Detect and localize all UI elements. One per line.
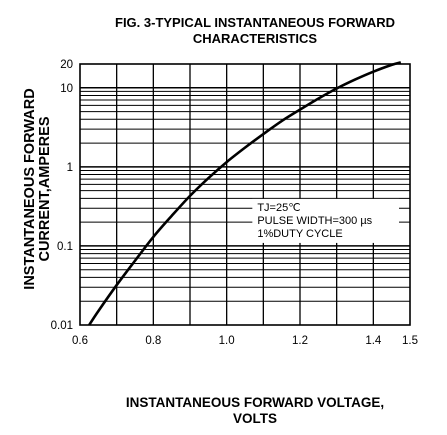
grid: [80, 64, 410, 325]
x-tick-label: 1.5: [402, 335, 418, 347]
x-axis-label-line-1: INSTANTANEOUS FORWARD VOLTAGE,: [125, 395, 385, 410]
annotation-line: 1%DUTY CYCLE: [257, 228, 342, 240]
tick-labels: 0.6 0.8 1.0 1.2 1.4 1.5 0.01 0.1 1 10 20: [51, 59, 418, 347]
x-tick-label: 1.0: [219, 335, 235, 347]
annotation-line: PULSE WIDTH=300 µs: [257, 215, 372, 227]
chart-title-line-1: FIG. 3-TYPICAL INSTANTANEOUS FORWARD: [115, 15, 395, 30]
series-curve: [88, 61, 402, 326]
chart-title: FIG. 3-TYPICAL INSTANTANEOUS FORWARD CHA…: [80, 15, 430, 47]
annotation-box: [252, 198, 399, 243]
y-tick-label: 10: [60, 83, 73, 95]
y-tick-label: 20: [60, 59, 73, 71]
y-tick-label: 1: [67, 162, 73, 174]
annotation-line: TJ=25℃: [257, 202, 300, 214]
x-axis-label: INSTANTANEOUS FORWARD VOLTAGE, VOLTS: [60, 395, 447, 427]
plot-frame: [79, 63, 411, 326]
y-tick-label: 0.1: [57, 241, 73, 253]
x-tick-label: 0.6: [72, 335, 88, 347]
y-tick-label: 0.01: [51, 320, 73, 332]
x-tick-label: 0.8: [145, 335, 161, 347]
x-tick-label: 1.4: [365, 335, 382, 347]
x-tick-label: 1.2: [292, 335, 308, 347]
x-axis-label-line-2: VOLTS: [232, 411, 277, 426]
chart-title-line-2: CHARACTERISTICS: [192, 31, 318, 46]
